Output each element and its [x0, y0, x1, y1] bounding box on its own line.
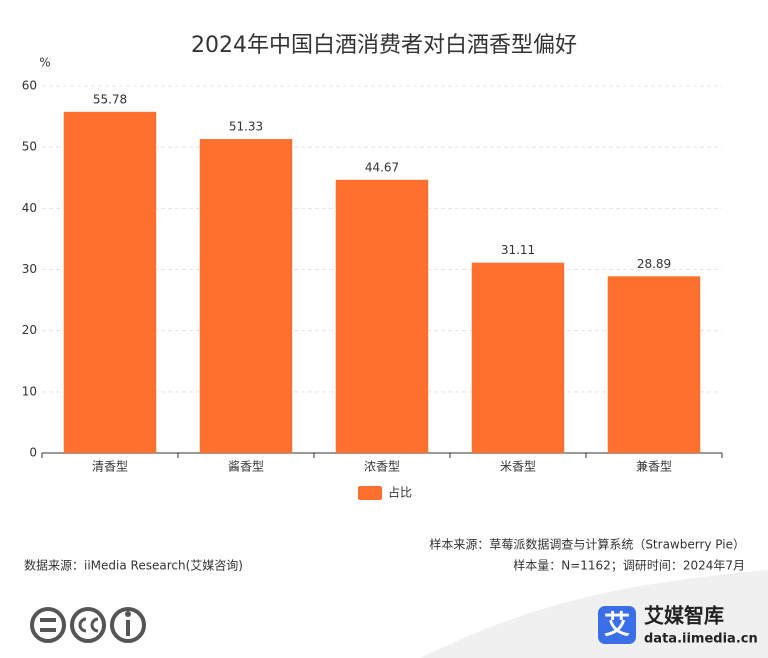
value-label: 31.11 — [501, 243, 535, 257]
value-label: 51.33 — [229, 120, 263, 134]
brand-icon: 艾 — [604, 611, 630, 641]
bar — [335, 179, 429, 453]
legend-swatch — [358, 486, 382, 500]
y-unit: % — [39, 56, 50, 70]
brand-url: data.iimedia.cn — [644, 632, 758, 647]
x-tick-label: 米香型 — [500, 460, 536, 474]
bar — [607, 276, 701, 453]
bar — [199, 139, 293, 453]
bar — [471, 262, 565, 453]
y-tick-label: 40 — [22, 201, 37, 215]
x-tick-label: 清香型 — [92, 460, 128, 474]
sample-size: 样本量：N=1162；调研时间：2024年7月 — [513, 558, 745, 573]
y-tick-label: 30 — [22, 262, 37, 276]
y-tick-label: 50 — [22, 140, 37, 154]
y-tick-label: 20 — [22, 323, 37, 337]
x-tick-label: 浓香型 — [364, 460, 400, 474]
y-tick-label: 10 — [22, 384, 37, 398]
y-tick-label: 60 — [22, 79, 37, 93]
y-tick-label: 0 — [29, 446, 37, 460]
chart-title: 2024年中国白酒消费者对白酒香型偏好 — [191, 33, 577, 58]
data-source: 数据来源：iiMedia Research(艾媒咨询) — [24, 558, 243, 573]
value-label: 44.67 — [365, 160, 399, 174]
value-label: 28.89 — [637, 257, 671, 271]
corner-decoration — [420, 570, 768, 658]
brand-icon-bg — [598, 606, 636, 644]
sample-source: 样本来源：草莓派数据调查与计算系统（Strawberry Pie） — [429, 537, 745, 552]
x-tick-label: 兼香型 — [636, 460, 672, 474]
bar — [63, 111, 157, 454]
license-icons — [30, 607, 146, 643]
value-label: 55.78 — [93, 92, 127, 106]
x-tick-label: 酱香型 — [228, 459, 264, 474]
legend-label: 占比 — [388, 485, 412, 500]
brand-name: 艾媒智库 — [644, 604, 724, 628]
